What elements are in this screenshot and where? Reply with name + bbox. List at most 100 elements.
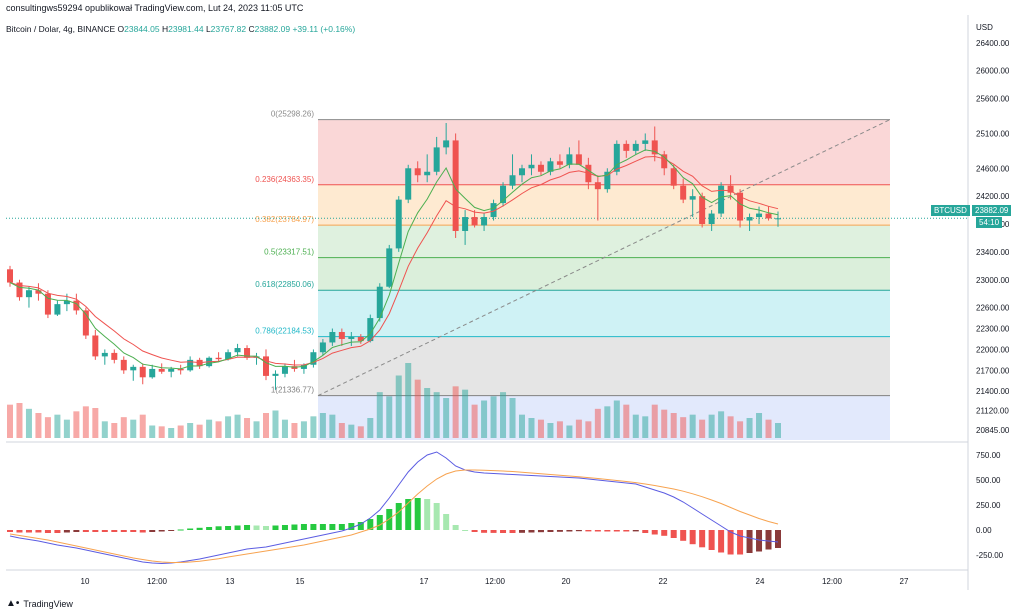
candle-body: [575, 154, 582, 165]
candle-body: [594, 182, 601, 190]
candle-body: [699, 196, 706, 225]
volume-bar: [642, 416, 649, 438]
x-tick-label: 13: [226, 577, 235, 586]
candle-body: [623, 143, 630, 151]
macd-y-tick-label: 750.00: [976, 451, 1001, 460]
macd-histogram-bar: [92, 530, 99, 532]
symbol-info-line: Bitcoin / Dolar, 4g, BINANCE O23844.05 H…: [6, 24, 355, 34]
volume-bar: [727, 416, 734, 438]
volume-bar: [149, 425, 156, 438]
candle-body: [604, 171, 611, 190]
price-change: +39.11 (+0.16%): [292, 24, 356, 34]
macd-histogram-bar: [500, 530, 507, 533]
volume-bar: [746, 418, 753, 438]
candle-body: [386, 248, 393, 287]
candle-body: [737, 192, 744, 221]
candle-body: [537, 164, 544, 172]
fib-level-label: 0.236(24363.35): [255, 175, 314, 184]
candle-body: [168, 368, 175, 372]
candle-body: [177, 368, 184, 371]
volume-bar: [699, 419, 706, 438]
candle-body: [566, 154, 573, 165]
macd-histogram-bar: [63, 530, 70, 533]
macd-histogram-bar: [670, 530, 677, 538]
candle-body: [130, 366, 137, 371]
volume-bar: [329, 414, 336, 438]
macd-histogram-bar: [556, 530, 563, 532]
candle-body: [452, 140, 459, 231]
axes: USD 26400.00 26000.00 25600.00 25100.00 24600…: [81, 23, 1010, 586]
macd-histogram-bar: [263, 526, 269, 530]
volume-bar: [158, 426, 165, 438]
y-tick-label: 21400.00: [976, 387, 1010, 396]
macd-histogram-bar: [73, 530, 80, 532]
y-tick-label: 22300.00: [976, 325, 1010, 334]
macd-histogram-bar: [120, 530, 127, 532]
macd-histogram-bar: [462, 530, 469, 531]
volume-bar: [765, 419, 772, 438]
macd-histogram-bar: [395, 503, 402, 530]
candle-body: [462, 217, 469, 231]
volume-bar: [63, 419, 70, 438]
fib-zone: [318, 257, 890, 291]
volume-bar: [481, 400, 488, 438]
volume-bar: [206, 419, 213, 438]
moving-average-line: [9, 155, 779, 366]
symbol-name[interactable]: Bitcoin / Dolar, 4g, BINANCE: [6, 24, 116, 34]
ohlc-high-label: H: [161, 24, 169, 34]
candle-body: [111, 352, 118, 360]
volume-bar: [689, 414, 696, 438]
macd-histogram-bar: [196, 527, 203, 530]
macd-histogram-bar: [414, 498, 421, 530]
y-tick-label: 22000.00: [976, 345, 1010, 354]
volume-bar: [120, 417, 127, 438]
volume-bar: [490, 396, 497, 438]
y-tick-label: 24200.00: [976, 192, 1010, 201]
macd-line: [9, 451, 779, 565]
fib-level-label: 1(21336.77): [271, 386, 314, 395]
volume-bar: [566, 425, 573, 438]
candle-body: [215, 357, 222, 360]
volume-bar: [234, 414, 241, 438]
volume-bars: [7, 363, 781, 438]
macd-histogram-bar: [727, 530, 734, 555]
volume-bar: [376, 392, 383, 438]
volume-bar: [357, 426, 364, 438]
macd-histogram-bar: [528, 530, 535, 533]
macd-histogram-bar: [471, 530, 478, 532]
candle-body: [120, 359, 127, 371]
candle-body: [765, 213, 772, 219]
fib-zone: [318, 336, 890, 396]
tradingview-footer[interactable]: ▲• TradingView: [6, 598, 73, 609]
candle-body: [519, 168, 525, 176]
countdown-tag: 54:10: [976, 217, 1003, 228]
currency-label: USD: [976, 23, 993, 32]
macd-histogram-bar: [604, 530, 611, 532]
candle-body: [263, 356, 269, 376]
macd-histogram-bar: [746, 530, 753, 553]
macd-histogram-bar: [225, 526, 232, 530]
volume-bar: [7, 404, 13, 438]
y-tick-label: 24600.00: [976, 164, 1010, 173]
fib-level-label: 0.618(22850.06): [255, 280, 314, 289]
macd-histogram-bar: [651, 530, 658, 535]
fib-level-label: 0.5(23317.51): [264, 248, 314, 257]
fib-zone: [318, 395, 890, 440]
volume-bar: [718, 411, 725, 438]
volume-bar: [528, 418, 535, 438]
volume-bar: [433, 392, 440, 438]
volume-bar: [661, 409, 668, 438]
candle-body: [319, 342, 326, 353]
volume-bar: [462, 389, 469, 438]
x-tick-label: 20: [562, 577, 571, 586]
x-tick-label: 17: [420, 577, 429, 586]
macd-histogram-bar: [594, 530, 601, 532]
volume-bar: [215, 421, 222, 438]
candle-body: [272, 373, 279, 376]
y-tick-label: 20845.00: [976, 426, 1010, 435]
macd-histogram-bar: [642, 530, 649, 533]
macd-histogram-bar: [623, 530, 630, 532]
volume-bar: [101, 421, 108, 438]
ohlc-low-label: L: [205, 24, 211, 34]
